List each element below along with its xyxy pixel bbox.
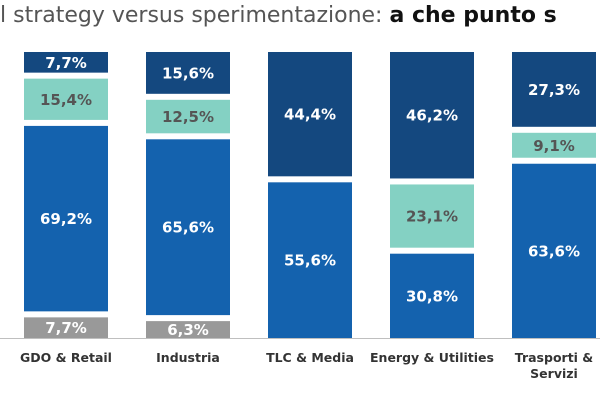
title-text: l strategy versus sperimentazione:: [0, 3, 390, 28]
category-label: TLC & Media: [266, 350, 354, 365]
bar-segment: [146, 99, 230, 134]
bar-segment: [512, 163, 596, 338]
data-label: 15,4%: [40, 91, 92, 109]
bar-segment: [24, 317, 108, 338]
bar-segment: [268, 52, 352, 177]
data-label: 15,6%: [162, 64, 214, 82]
data-label: 30,8%: [406, 287, 458, 305]
bar-segment: [390, 52, 474, 179]
category-label: Energy & Utilities: [370, 350, 494, 365]
category-label: Servizi: [530, 366, 578, 381]
data-label: 46,2%: [406, 107, 458, 125]
category-label: GDO & Retail: [20, 350, 112, 365]
data-label: 7,7%: [45, 319, 87, 337]
data-label: 12,5%: [162, 108, 214, 126]
bar-segment: [24, 52, 108, 73]
bar-segment: [24, 78, 108, 120]
data-label: 23,1%: [406, 208, 458, 226]
bar-segment: [24, 125, 108, 312]
data-label: 9,1%: [533, 137, 575, 155]
data-label: 6,3%: [167, 321, 209, 339]
category-label: Trasporti &: [515, 350, 594, 365]
category-label: Industria: [156, 350, 220, 365]
data-label: 44,4%: [284, 106, 336, 124]
bar-segment: [390, 184, 474, 248]
bar-segment: [390, 253, 474, 338]
bar-segment: [146, 139, 230, 316]
data-label: 55,6%: [284, 252, 336, 270]
bar-segment: [146, 321, 230, 338]
bar-segment: [512, 52, 596, 127]
bar-segment: [146, 52, 230, 94]
chart-title: l strategy versus sperimentazione: a che…: [0, 3, 557, 28]
data-label: 63,6%: [528, 242, 580, 260]
data-label: 65,6%: [162, 219, 214, 237]
title-bold-text: a che punto s: [389, 3, 557, 28]
data-label: 7,7%: [45, 54, 87, 72]
bar-segment: [512, 132, 596, 158]
data-label: 69,2%: [40, 210, 92, 228]
data-label: 27,3%: [528, 81, 580, 99]
bar-segment: [268, 182, 352, 338]
